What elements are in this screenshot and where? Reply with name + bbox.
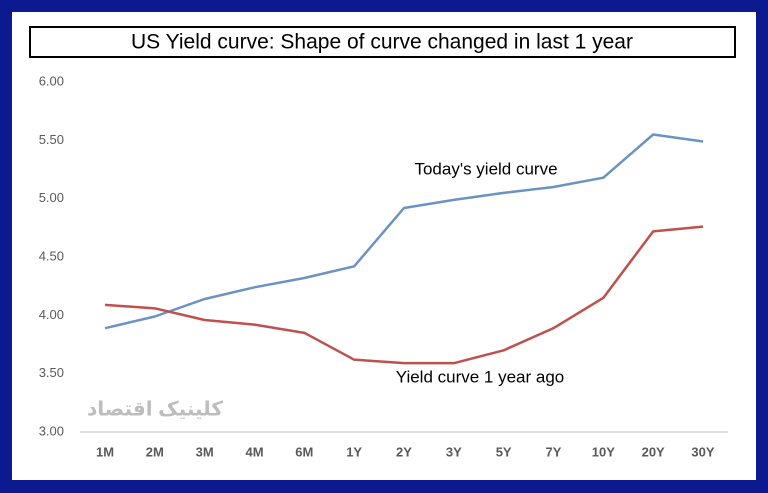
x-tick-label: 2M xyxy=(146,444,164,459)
x-tick-label: 1Y xyxy=(346,444,362,459)
x-tick-label: 10Y xyxy=(592,444,615,459)
series-line xyxy=(104,133,704,330)
title-box xyxy=(29,26,736,58)
chart-title: US Yield curve: Shape of curve changed i… xyxy=(131,31,633,54)
x-tick-label: 4M xyxy=(245,444,263,459)
watermark: کلینیک اقتصاد xyxy=(87,398,223,420)
x-tick-label: 2Y xyxy=(396,444,412,459)
y-tick-label: 4.50 xyxy=(39,248,64,263)
x-tick-label: 3Y xyxy=(446,444,462,459)
x-tick-label: 1M xyxy=(96,444,114,459)
x-tick-label: 5Y xyxy=(496,444,512,459)
y-tick-label: 5.50 xyxy=(39,132,64,147)
y-tick-label: 5.00 xyxy=(39,190,64,205)
series-label: Yield curve 1 year ago xyxy=(396,367,565,386)
chart-area xyxy=(12,12,756,480)
x-tick-label: 7Y xyxy=(546,444,562,459)
y-tick-label: 6.00 xyxy=(39,73,64,88)
y-tick-label: 3.50 xyxy=(39,365,64,380)
x-tick-label: 20Y xyxy=(642,444,665,459)
y-tick-label: 4.00 xyxy=(39,307,64,322)
series-label: Today's yield curve xyxy=(414,159,557,178)
y-tick-label: 3.00 xyxy=(39,423,64,438)
x-tick-label: 6M xyxy=(295,444,313,459)
series-line xyxy=(104,225,704,365)
x-tick-label: 3M xyxy=(196,444,214,459)
x-tick-label: 30Y xyxy=(691,444,714,459)
